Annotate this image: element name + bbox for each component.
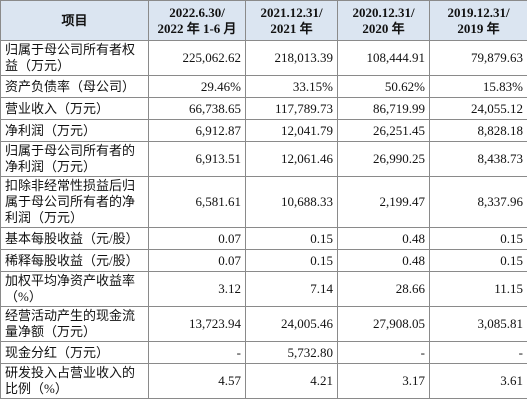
- cell-value: 4.57: [148, 363, 246, 399]
- table-row: 现金分红（万元） -5,732.80- -: [0, 341, 527, 364]
- cell-value: 5,732.80: [245, 341, 338, 364]
- cell-value: 218,013.39: [245, 40, 338, 76]
- header-row: 项目 2022.6.30/2022 年 1-6 月 2021.12.31/2021 …: [0, 0, 527, 41]
- row-label: 现金分红（万元）: [0, 341, 149, 364]
- header-text: 2019.12.31/: [447, 4, 510, 20]
- cell-value: 79,879.63: [429, 40, 527, 76]
- header-text: 2022.6.30/: [169, 4, 225, 20]
- row-label: 归属于母公司所有者权益（万元）: [0, 40, 149, 76]
- cell-value: 7.14: [245, 271, 338, 307]
- cell-value: 12,061.46: [245, 141, 338, 177]
- cell-value: 8,828.18: [429, 119, 527, 142]
- cell-value: -: [337, 341, 430, 364]
- row-label: 扣除非经常性损益后归属于母公司所有者的净利润（万元）: [0, 176, 149, 228]
- cell-value: 6,913.51: [148, 141, 246, 177]
- header-cell: 2019.12.31/2019 年: [429, 0, 527, 41]
- header-cell: 2022.6.30/2022 年 1-6 月: [148, 0, 246, 41]
- cell-value: 29.46%: [148, 75, 246, 98]
- table-row: 经营活动产生的现金流量净额（万元） 13,723.94 24,005.46 27,90…: [0, 306, 527, 342]
- row-label: 净利润（万元）: [0, 119, 149, 142]
- table-row: 加权平均净资产收益率（%） 3.12 7.14 28.66 11.15: [0, 271, 527, 307]
- cell-value: 33.15%: [245, 75, 338, 98]
- cell-value: 8,337.96: [429, 176, 527, 228]
- cell-value: 0.48: [337, 249, 430, 272]
- cell-value: 24,055.12: [429, 97, 527, 120]
- cell-value: 0.07: [148, 227, 246, 250]
- cell-value: 6,581.61: [148, 176, 246, 228]
- header-cell: 2021.12.31/2021 年: [245, 0, 338, 41]
- cell-value: 86,719.99: [337, 97, 430, 120]
- table-row: 归属于母公司所有者的净利润（万元） 6,913.51 12,061.46 26,990…: [0, 141, 527, 177]
- table-row: 营业收入（万元） 66,738.65 117,789.73 86,719.99 24,0…: [0, 97, 527, 120]
- header-text: 2022 年 1-6 月: [157, 20, 237, 36]
- cell-value: 3.61: [429, 363, 527, 399]
- header-text: 2021 年: [270, 20, 313, 36]
- cell-value: 117,789.73: [245, 97, 338, 120]
- row-label: 归属于母公司所有者的净利润（万元）: [0, 141, 149, 177]
- cell-value: 50.62%: [337, 75, 430, 98]
- table-row: 基本每股收益（元/股） 0.07 0.15 0.48 0.15: [0, 227, 527, 250]
- row-label: 营业收入（万元）: [0, 97, 149, 120]
- table-row: 扣除非经常性损益后归属于母公司所有者的净利润（万元） 6,581.61 10,688…: [0, 176, 527, 228]
- cell-value: 3.17: [337, 363, 430, 399]
- row-label: 研发投入占营业收入的比例（%）: [0, 363, 149, 399]
- header-text: 2019 年: [457, 20, 500, 36]
- row-label: 经营活动产生的现金流量净额（万元）: [0, 306, 149, 342]
- cell-value: 28.66: [337, 271, 430, 307]
- cell-value: 0.15: [245, 227, 338, 250]
- header-cell: 项目: [0, 0, 149, 41]
- header-text: 2021.12.31/: [260, 4, 323, 20]
- cell-value: -: [429, 341, 527, 364]
- table-row: 稀释每股收益（元/股） 0.07 0.15 0.48 0.15: [0, 249, 527, 272]
- cell-value: 26,251.45: [337, 119, 430, 142]
- table-row: 资产负债率（母公司） 29.46% 33.15% 50.62% 15.83%: [0, 75, 527, 98]
- cell-value: 24,005.46: [245, 306, 338, 342]
- cell-value: 66,738.65: [148, 97, 246, 120]
- cell-value: 10,688.33: [245, 176, 338, 228]
- cell-value: 8,438.73: [429, 141, 527, 177]
- header-text: 2020 年: [362, 20, 405, 36]
- row-label: 基本每股收益（元/股）: [0, 227, 149, 250]
- cell-value: 2,199.47: [337, 176, 430, 228]
- cell-value: 0.15: [245, 249, 338, 272]
- cell-value: 12,041.79: [245, 119, 338, 142]
- cell-value: 3.12: [148, 271, 246, 307]
- cell-value: 6,912.87: [148, 119, 246, 142]
- table-row: 研发投入占营业收入的比例（%） 4.57 4.21 3.17 3.61: [0, 363, 527, 399]
- cell-value: 108,444.91: [337, 40, 430, 76]
- cell-value: 0.15: [429, 249, 527, 272]
- cell-value: 225,062.62: [148, 40, 246, 76]
- cell-value: 0.48: [337, 227, 430, 250]
- header-text: 2020.12.31/: [352, 4, 415, 20]
- cell-value: 27,908.05: [337, 306, 430, 342]
- row-label: 资产负债率（母公司）: [0, 75, 149, 98]
- cell-value: -: [148, 341, 246, 364]
- cell-value: 3,085.81: [429, 306, 527, 342]
- cell-value: 15.83%: [429, 75, 527, 98]
- cell-value: 4.21: [245, 363, 338, 399]
- row-label: 加权平均净资产收益率（%）: [0, 271, 149, 307]
- cell-value: 26,990.25: [337, 141, 430, 177]
- cell-value: 0.15: [429, 227, 527, 250]
- row-label: 稀释每股收益（元/股）: [0, 249, 149, 272]
- header-cell: 2020.12.31/2020 年: [337, 0, 430, 41]
- cell-value: 0.07: [148, 249, 246, 272]
- table-body: 归属于母公司所有者权益（万元） 225,062.62 218,013.39 108,4…: [0, 40, 527, 399]
- cell-value: 11.15: [429, 271, 527, 307]
- cell-value: 13,723.94: [148, 306, 246, 342]
- table-row: 净利润（万元） 6,912.87 12,041.79 26,251.45 8,828.1…: [0, 119, 527, 142]
- header-text: 项目: [61, 12, 88, 28]
- table-row: 归属于母公司所有者权益（万元） 225,062.62 218,013.39 108,4…: [0, 40, 527, 76]
